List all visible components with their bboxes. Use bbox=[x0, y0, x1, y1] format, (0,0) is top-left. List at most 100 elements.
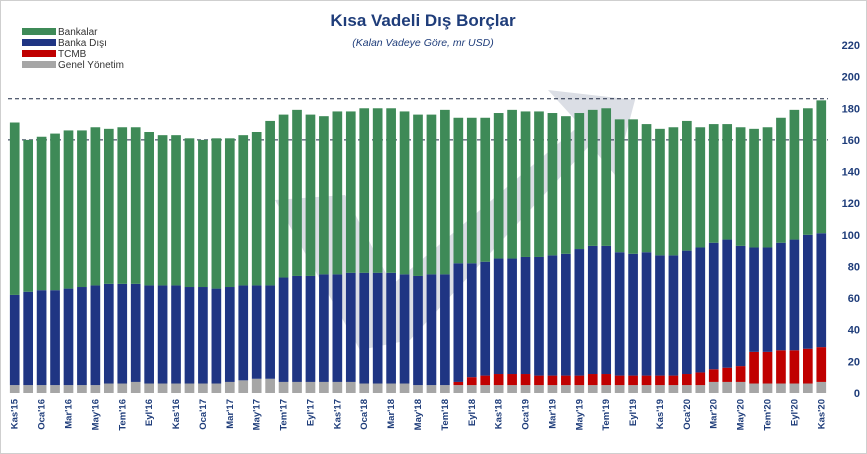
bar-segment bbox=[332, 111, 343, 275]
bar-segment bbox=[9, 294, 20, 386]
x-tick-label: May'20 bbox=[736, 399, 747, 430]
bar-segment bbox=[655, 375, 665, 386]
bar-segment bbox=[345, 111, 356, 273]
bar-segment bbox=[466, 377, 477, 386]
bar-segment bbox=[130, 127, 141, 284]
bar-segment bbox=[345, 272, 356, 382]
x-tick-label: Tem'16 bbox=[117, 399, 128, 431]
bar-segment bbox=[466, 385, 477, 393]
bar-segment bbox=[184, 138, 195, 288]
bar-segment bbox=[238, 135, 249, 286]
bar-segment bbox=[749, 383, 759, 393]
chart-title: Kısa Vadeli Dış Borçlar bbox=[330, 11, 516, 30]
bar-segment bbox=[493, 374, 504, 386]
bar-segment bbox=[130, 283, 141, 382]
x-tick-label: Kas'16 bbox=[171, 399, 182, 429]
bar-segment bbox=[655, 128, 665, 256]
bar-segment bbox=[413, 114, 423, 276]
bar-segment bbox=[628, 119, 638, 254]
bar-segment bbox=[682, 385, 692, 393]
bar-segment bbox=[561, 116, 571, 254]
bar-segment bbox=[668, 255, 679, 376]
bar-segment bbox=[426, 385, 437, 393]
bar-segment bbox=[561, 253, 571, 376]
bar-segment bbox=[601, 108, 612, 246]
bar-segment bbox=[77, 385, 87, 393]
bar-segment bbox=[574, 375, 585, 386]
x-tick-label: Tem'17 bbox=[279, 399, 290, 431]
bar-segment bbox=[561, 375, 571, 386]
bar-segment bbox=[265, 378, 275, 393]
bar-segment bbox=[735, 127, 746, 246]
bar-segment bbox=[507, 109, 517, 259]
x-tick-label: Kas'19 bbox=[655, 399, 666, 429]
x-tick-label: Eyl'17 bbox=[305, 399, 316, 426]
bar-segment bbox=[440, 109, 450, 275]
bar-segment bbox=[453, 117, 464, 264]
bar-segment bbox=[802, 108, 813, 235]
bar-segment bbox=[171, 135, 181, 286]
bar-segment bbox=[198, 139, 208, 288]
bar-segment bbox=[480, 261, 491, 376]
x-tick-label: Eyl'16 bbox=[144, 399, 155, 426]
bar-segment bbox=[520, 385, 531, 393]
bar-segment bbox=[789, 109, 800, 240]
bar-segment bbox=[63, 130, 74, 289]
bar-segment bbox=[802, 383, 813, 393]
bar-segment bbox=[655, 255, 665, 376]
bar-segment bbox=[682, 250, 692, 375]
bar-segment bbox=[211, 383, 222, 393]
bar-segment bbox=[789, 239, 800, 351]
y-tick-label: 140 bbox=[842, 167, 860, 179]
x-tick-label: Mar'17 bbox=[225, 399, 236, 429]
bar-segment bbox=[534, 385, 544, 393]
bar-segment bbox=[520, 111, 531, 257]
bar-segment bbox=[117, 383, 128, 393]
bar-segment bbox=[614, 252, 625, 376]
bar-segment bbox=[157, 383, 168, 393]
bar-segment bbox=[547, 375, 558, 386]
bar-segment bbox=[372, 383, 383, 393]
bar-segment bbox=[466, 263, 477, 378]
y-tick-label: 20 bbox=[848, 356, 860, 368]
bar-segment bbox=[184, 383, 195, 393]
bar-segment bbox=[305, 381, 316, 393]
bar-segment bbox=[735, 366, 746, 382]
bar-segment bbox=[453, 381, 464, 386]
bar-segment bbox=[50, 290, 60, 386]
bar-segment bbox=[708, 369, 719, 382]
bar-segment bbox=[722, 367, 733, 382]
bar-segment bbox=[224, 138, 235, 288]
bar-segment bbox=[90, 127, 101, 286]
bar-segment bbox=[601, 245, 612, 375]
bar-segment bbox=[224, 381, 235, 393]
bar-segment bbox=[426, 274, 437, 386]
bar-segment bbox=[534, 375, 544, 386]
bar-segment bbox=[614, 119, 625, 253]
bar-segment bbox=[50, 133, 60, 291]
bar-segment bbox=[695, 247, 706, 373]
x-tick-label: Oca'20 bbox=[682, 399, 693, 430]
bar-segment bbox=[332, 381, 343, 393]
bar-segment bbox=[319, 274, 329, 382]
bar-segment bbox=[507, 385, 517, 393]
bar-segment bbox=[735, 381, 746, 393]
legend-label: Bankalar bbox=[58, 27, 98, 38]
bar-segment bbox=[668, 127, 679, 256]
bar-segment bbox=[359, 108, 370, 273]
bar-segment bbox=[641, 385, 652, 393]
bar-segment bbox=[668, 375, 679, 386]
bar-segment bbox=[547, 113, 558, 256]
bar-segment bbox=[386, 108, 396, 273]
bar-segment bbox=[776, 383, 786, 393]
bar-segment bbox=[614, 385, 625, 393]
bar-segment bbox=[547, 255, 558, 376]
bar-segment bbox=[413, 385, 423, 393]
bar-segment bbox=[278, 277, 289, 382]
bar-segment bbox=[198, 383, 208, 393]
bar-segment bbox=[762, 383, 773, 393]
bar-segment bbox=[574, 249, 585, 376]
bar-segment bbox=[211, 138, 222, 289]
bar-segment bbox=[520, 374, 531, 386]
